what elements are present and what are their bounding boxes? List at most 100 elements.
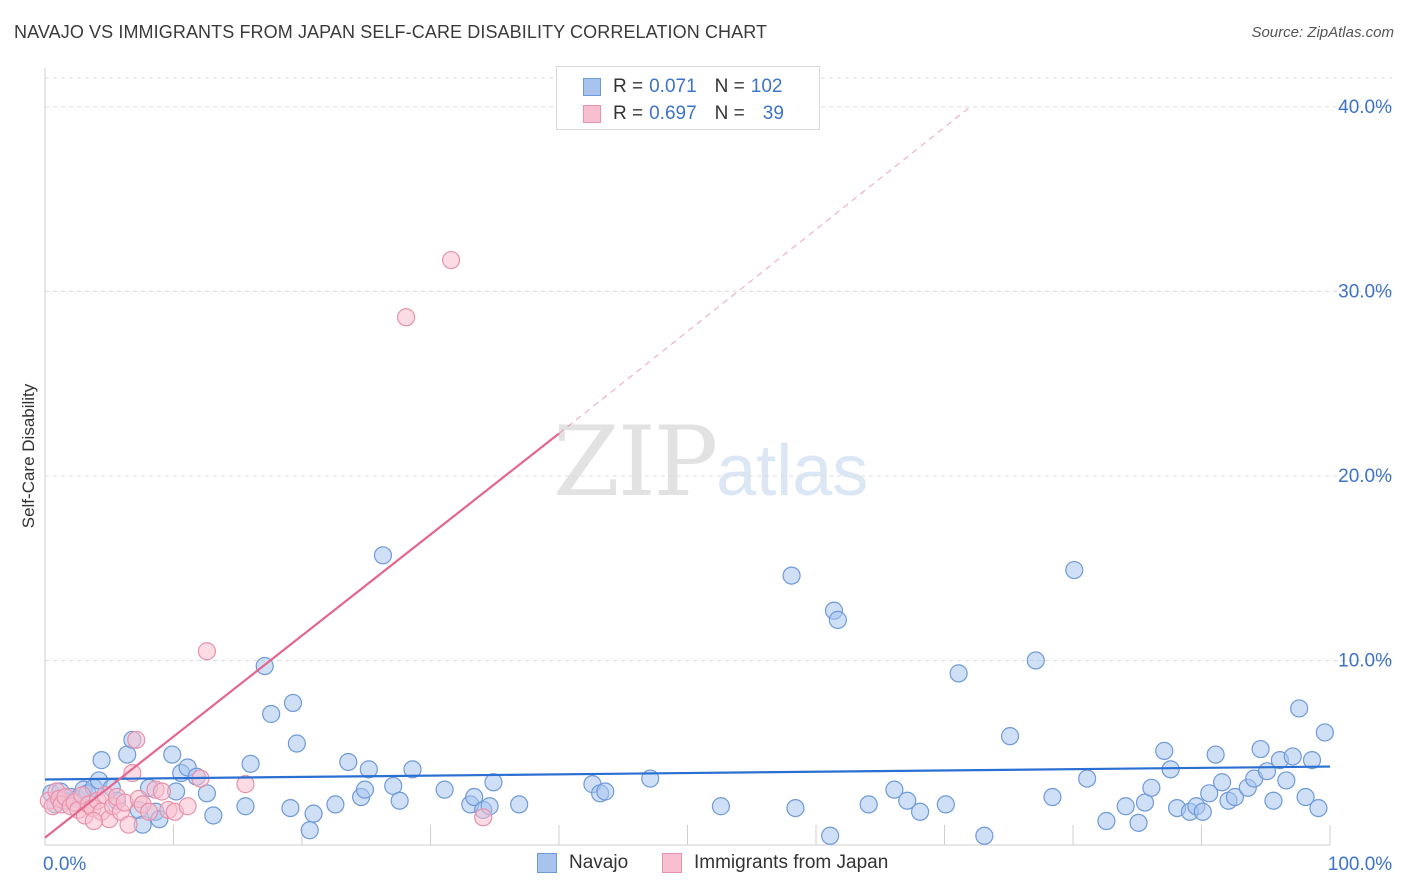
navajo-point	[1129, 813, 1148, 832]
navajo-point	[300, 821, 319, 840]
navajo-point	[898, 791, 917, 810]
navajo-point	[786, 798, 805, 818]
source-credit: Source: ZipAtlas.com	[1251, 24, 1394, 41]
correlation-legend: R = 0.071 N = 102 R = 0.697 N = 39	[556, 66, 820, 130]
navajo-point	[326, 795, 345, 814]
japan-point	[127, 730, 146, 749]
navajo-point	[390, 791, 409, 810]
navajo-point	[885, 780, 904, 799]
series-legend-swatch-japan	[662, 853, 682, 873]
legend-r-value-japan: 0.697	[649, 103, 697, 124]
navajo-point	[936, 795, 955, 814]
axis-labels: 10.0% 20.0% 30.0% 40.0% 0.0% 100.0% Self-Care …	[19, 97, 1392, 875]
navajo-points	[42, 546, 1334, 845]
series-legend-navajo[interactable]: Navajo	[537, 852, 628, 874]
navajo-point	[1193, 802, 1212, 821]
navajo-point	[1043, 787, 1062, 807]
navajo-point	[510, 795, 529, 814]
navajo-point	[1277, 771, 1296, 790]
navajo-point	[1097, 811, 1116, 831]
navajo-point	[1155, 741, 1174, 760]
series-legend-japan[interactable]: Immigrants from Japan	[662, 852, 888, 874]
navajo-point	[1065, 560, 1084, 580]
series-legend-label-navajo: Navajo	[569, 852, 629, 873]
japan-point	[178, 797, 197, 816]
navajo-point	[1315, 723, 1334, 742]
japan-point	[84, 811, 103, 831]
series-legend-label-japan: Immigrants from Japan	[694, 852, 889, 873]
navajo-point	[859, 795, 878, 814]
navajo-point	[484, 773, 503, 792]
navajo-point	[1161, 760, 1180, 779]
japan-point	[441, 250, 461, 270]
navajo-point	[1200, 784, 1219, 803]
axes	[44, 68, 1331, 846]
watermark-zip: ZIP	[553, 406, 718, 518]
legend-r-label: R =	[613, 103, 644, 124]
japan-point	[123, 763, 142, 783]
navajo-point	[821, 826, 840, 845]
navajo-point	[281, 798, 300, 818]
navajo-point	[92, 751, 111, 770]
navajo-point	[355, 780, 375, 799]
legend-row-japan: R = 0.697 N = 39	[583, 102, 784, 126]
navajo-point	[204, 806, 223, 825]
navajo-point	[828, 610, 847, 629]
navajo-trend-line	[44, 765, 1331, 781]
navajo-point	[287, 734, 306, 753]
navajo-point	[373, 546, 393, 565]
legend-r-value-navajo: 0.071	[649, 76, 697, 97]
x-tick-label: 0.0%	[43, 854, 86, 875]
navajo-point	[304, 804, 323, 823]
navajo-point	[241, 754, 260, 773]
legend-row-navajo: R = 0.071 N = 102	[583, 75, 782, 99]
legend-n-value-japan: 39	[762, 103, 784, 124]
navajo-point	[1142, 778, 1161, 797]
y-axis-title: Self-Care Disability	[19, 383, 38, 528]
navajo-point	[403, 760, 422, 779]
series-legend: Navajo Immigrants from Japan	[0, 852, 1406, 878]
x-tick-label: 100.0%	[1328, 854, 1393, 875]
y-tick-label: 40.0%	[1338, 97, 1392, 118]
chart-title: NAVAJO VS IMMIGRANTS FROM JAPAN SELF-CAR…	[14, 22, 768, 42]
navajo-point	[596, 782, 615, 801]
navajo-point	[711, 797, 731, 816]
legend-swatch-navajo	[583, 78, 601, 96]
navajo-point	[1283, 747, 1302, 766]
navajo-point	[1078, 769, 1097, 788]
navajo-point	[1000, 727, 1020, 746]
legend-r-label: R =	[613, 76, 644, 97]
japan-trend-extension	[558, 106, 971, 434]
navajo-point	[339, 752, 358, 772]
navajo-point	[1309, 798, 1328, 818]
y-tick-label: 10.0%	[1338, 650, 1392, 671]
navajo-point	[1225, 787, 1245, 807]
navajo-point	[465, 787, 484, 807]
watermark: ZIPatlas	[553, 406, 868, 518]
navajo-point	[1026, 651, 1045, 670]
japan-point	[197, 642, 217, 661]
navajo-point	[1296, 787, 1315, 807]
japan-point	[236, 775, 255, 794]
japan-points	[39, 250, 493, 834]
navajo-point	[975, 826, 994, 845]
series-legend-swatch-navajo	[537, 853, 557, 873]
navajo-point	[1264, 791, 1283, 810]
japan-point	[396, 308, 416, 327]
japan-point	[474, 808, 493, 827]
trend-lines	[44, 106, 1331, 839]
japan-point	[119, 815, 138, 834]
japan-point	[139, 802, 159, 821]
navajo-point	[359, 760, 378, 779]
legend-n-value-navajo: 102	[750, 76, 783, 97]
navajo-point	[1206, 745, 1225, 764]
watermark-atlas: atlas	[716, 431, 869, 511]
legend-n-label: N =	[714, 103, 745, 124]
navajo-point	[1290, 699, 1309, 718]
navajo-point	[1116, 797, 1135, 816]
navajo-point	[1212, 773, 1232, 792]
gridlines	[45, 77, 1392, 661]
navajo-point	[782, 566, 801, 585]
japan-trend-line	[44, 432, 560, 839]
